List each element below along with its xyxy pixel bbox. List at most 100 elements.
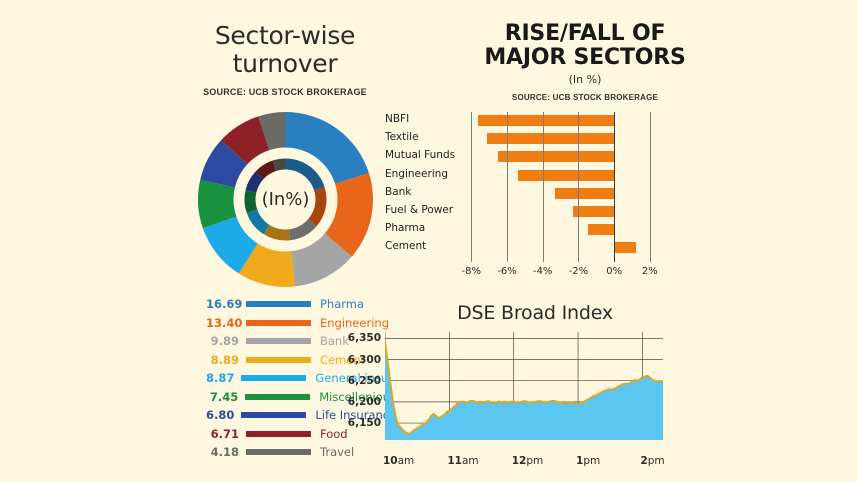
rise-fall-source-label: SOURCE: (511, 92, 551, 102)
donut-slice-engineering[interactable] (307, 187, 327, 227)
donut-outer-ring (198, 112, 373, 287)
sector-source-label: SOURCE: (203, 87, 247, 97)
area-line (384, 341, 664, 435)
bar-gridlines (457, 112, 657, 262)
donut-slice-miscellenious[interactable] (244, 190, 259, 213)
bar-row[interactable]: Bank (385, 185, 670, 203)
area-y-tick: 6,300 (347, 353, 381, 366)
donut-slice-engineering[interactable] (324, 173, 373, 257)
bar-row[interactable]: Pharma (385, 221, 670, 239)
donut-slice-general-insurance[interactable] (246, 209, 271, 235)
bar-segment[interactable] (478, 115, 615, 126)
legend-swatch (246, 430, 311, 437)
area-y-tick: 6,150 (347, 417, 381, 430)
bar-row[interactable]: Mutual Funds (385, 148, 670, 166)
area-x-tick: 10am (383, 455, 415, 467)
donut-slice-pharma[interactable] (285, 158, 325, 191)
donut-slice-pharma[interactable] (285, 112, 369, 184)
bar-axis-tick: -6% (497, 266, 517, 277)
bar-row[interactable]: Fuel & Power (385, 203, 670, 221)
legend-value: 8.89 (210, 352, 239, 367)
rise-fall-bar-chart: NBFI Textile Mutual Funds Engineering Bank Fu… (385, 112, 670, 287)
legend-swatch (246, 356, 311, 363)
legend-row[interactable]: 13.40 Engineering (206, 314, 396, 333)
donut-slice-bank[interactable] (291, 233, 352, 287)
bar-segment[interactable] (517, 169, 615, 181)
legend-row[interactable]: 8.89 Cement (206, 351, 396, 370)
legend-row[interactable]: 7.45 Miscellenious (206, 388, 396, 407)
bar-gridline (542, 112, 544, 262)
donut-svg (198, 112, 373, 287)
legend-swatch (246, 449, 311, 456)
bar-row[interactable]: NBFI (385, 112, 670, 130)
legend-value: 9.89 (210, 334, 239, 349)
legend-label: Travel (320, 445, 355, 460)
donut-hole (255, 169, 316, 230)
legend-row[interactable]: 6.71 Food (206, 425, 396, 444)
bar-category-label: Cement (385, 240, 427, 253)
donut-inner-ring (244, 158, 327, 241)
donut-slice-general-insurance[interactable] (202, 216, 258, 274)
legend-row[interactable]: 16.69 Pharma (206, 295, 396, 314)
bar-row[interactable]: Textile (385, 130, 670, 148)
legend-label: Food (320, 426, 348, 441)
donut-slice-cement[interactable] (238, 243, 296, 287)
dse-index-panel: DSE Broad Index (385, 302, 670, 324)
area-fill (385, 341, 663, 440)
donut-slice-cement[interactable] (263, 224, 291, 241)
legend-row[interactable]: 9.89 Bank (206, 332, 396, 351)
donut-slice-food[interactable] (221, 116, 270, 165)
bar-category-label: Bank (385, 185, 412, 198)
legend-value: 13.40 (206, 315, 243, 330)
dse-area-svg (384, 332, 664, 440)
legend-swatch (241, 412, 307, 419)
dse-index-title: DSE Broad Index (457, 302, 613, 324)
area-y-tick: 6,200 (347, 395, 381, 408)
donut-slice-bank[interactable] (288, 218, 317, 241)
bar-segment[interactable] (573, 205, 615, 217)
legend-swatch (246, 301, 311, 308)
bar-row[interactable]: Cement (385, 239, 670, 257)
bar-axis-tick: 2% (641, 266, 658, 277)
bar-category-label: NBFI (385, 113, 410, 125)
legend-row[interactable]: 6.80 Life Insurance (206, 406, 396, 425)
bar-row[interactable]: Engineering (385, 167, 670, 185)
sector-title-line2: turnover (232, 49, 338, 78)
legend-swatch (246, 338, 311, 345)
sector-title-line1: Sector-wise (214, 21, 356, 50)
area-x-tick: 2pm (640, 455, 665, 467)
donut-slice-miscellenious[interactable] (198, 179, 237, 229)
area-y-tick: 6,350 (347, 332, 381, 345)
bar-segment[interactable] (588, 224, 615, 236)
sector-source: SOURCE: UCB STOCK BROKERAGE (170, 87, 400, 97)
donut-slice-life-insurance[interactable] (200, 140, 248, 188)
sector-turnover-title: Sector-wise turnover (170, 22, 400, 78)
bar-segment[interactable] (487, 133, 615, 145)
area-x-tick: 11am (447, 455, 479, 467)
donut-slice-life-insurance[interactable] (245, 171, 265, 193)
bar-axis-tick: 0% (606, 266, 623, 277)
donut-slice-travel[interactable] (258, 112, 286, 151)
legend-value: 7.45 (209, 389, 239, 404)
rise-fall-source-org: UCB STOCK BROKERAGE (552, 92, 659, 102)
bar-category-label: Mutual Funds (385, 149, 456, 162)
legend-value: 6.80 (206, 408, 235, 423)
bar-segment[interactable] (614, 242, 636, 254)
rise-fall-subtitle: (In %) (568, 72, 602, 86)
donut-slice-food[interactable] (255, 160, 277, 180)
legend-swatch (241, 375, 307, 382)
legend-value: 6.71 (210, 426, 239, 441)
rise-fall-title-line1: RISE/FALL OF (504, 21, 666, 46)
legend-row[interactable]: 4.18 Travel (206, 443, 396, 462)
bar-segment[interactable] (555, 187, 615, 199)
bar-category-label: Textile (385, 131, 419, 144)
donut-slice-travel[interactable] (272, 158, 286, 172)
bar-gridline (471, 112, 473, 262)
legend-label: Life Insurance (315, 408, 397, 423)
legend-value: 16.69 (206, 297, 243, 312)
bar-gridline (507, 112, 508, 262)
bar-axis-tick: -4% (532, 266, 553, 277)
area-x-tick: 12pm (511, 455, 544, 467)
bar-segment[interactable] (498, 151, 615, 163)
